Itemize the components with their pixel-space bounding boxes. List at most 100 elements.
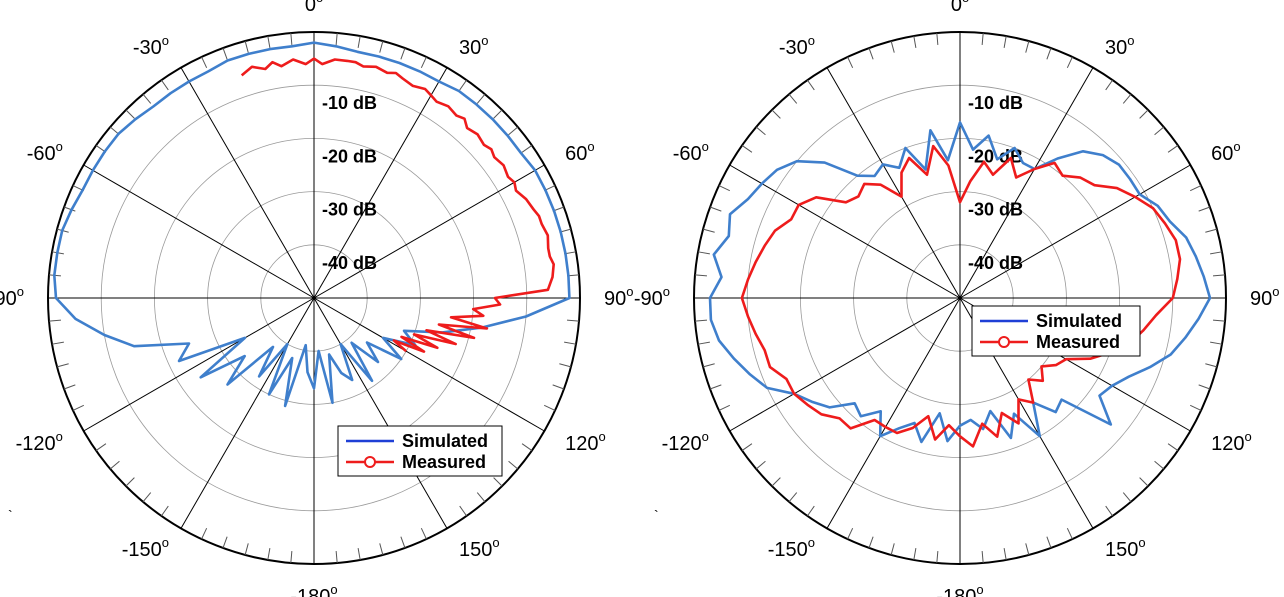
minor-tick	[1139, 477, 1149, 487]
minor-tick	[493, 109, 503, 119]
minor-tick	[807, 505, 815, 517]
minor-tick	[788, 93, 798, 104]
radial-tick-label: -10 dB	[968, 93, 1023, 113]
minor-tick	[1205, 228, 1218, 233]
angle-tick-label: -120o	[16, 429, 63, 455]
minor-tick	[244, 40, 249, 53]
degree-sign: o	[702, 139, 709, 154]
minor-tick	[335, 550, 338, 564]
minor-tick	[125, 477, 135, 487]
grid-spoke	[826, 297, 961, 529]
polar-chart-left: -10 dB -20 dB -30 dB -40 dB 0o 30o 60o 90o 120o 1…	[0, 0, 633, 597]
minor-tick	[1189, 404, 1202, 411]
angle-tick-label: -90o	[0, 284, 24, 310]
radial-tick-label: -40 dB	[968, 253, 1023, 273]
minor-tick	[161, 79, 169, 91]
minor-tick	[222, 536, 228, 549]
grid-spoke	[83, 164, 315, 299]
minor-tick	[1046, 47, 1052, 60]
minor-tick	[1139, 109, 1149, 119]
minor-tick	[1122, 492, 1132, 503]
radial-tick-label: -30 dB	[322, 200, 377, 220]
minor-tick	[201, 527, 208, 540]
minor-tick	[741, 443, 753, 451]
degree-sign: o	[626, 284, 633, 299]
minor-tick	[771, 109, 781, 119]
minor-tick	[493, 477, 503, 487]
angle-tick-label: 60o	[1211, 139, 1240, 165]
minor-tick	[1167, 145, 1179, 153]
angle-tick-label: -150o	[122, 535, 169, 561]
minor-tick	[125, 109, 135, 119]
angle-tick-label: -150o	[768, 535, 815, 561]
minor-tick	[48, 319, 62, 322]
grid-spoke	[313, 67, 448, 299]
grid-spoke	[959, 67, 1094, 299]
minor-tick	[109, 460, 120, 470]
degree-sign: o	[162, 33, 169, 48]
minor-tick	[51, 341, 64, 345]
degree-sign: o	[599, 429, 606, 444]
minor-tick	[1210, 251, 1223, 255]
minor-tick	[63, 206, 76, 212]
minor-tick	[868, 47, 874, 60]
angle-tick-label: -30o	[133, 33, 169, 59]
minor-tick	[564, 341, 577, 345]
minor-tick	[936, 550, 939, 564]
minor-tick	[420, 56, 427, 69]
minor-tick	[267, 548, 271, 561]
angle-tick-label: -180o	[936, 582, 983, 597]
angle-tick-label: -120o	[662, 429, 709, 455]
minor-tick	[702, 228, 715, 233]
legend-box	[337, 425, 503, 477]
degree-sign: o	[162, 535, 169, 550]
minor-tick	[807, 79, 815, 91]
degree-sign: o	[481, 33, 488, 48]
angle-tick-label: 60o	[565, 139, 594, 165]
minor-tick	[1198, 206, 1211, 212]
angle-tick-label: 30o	[1105, 33, 1134, 59]
series-line-simulated	[708, 121, 1212, 444]
minor-tick	[459, 79, 467, 91]
degree-sign: o	[702, 429, 709, 444]
minor-tick	[290, 32, 293, 46]
minor-tick	[1105, 79, 1113, 91]
stray-mark-left: `	[8, 507, 13, 523]
minor-tick	[400, 47, 406, 60]
minor-tick	[694, 319, 708, 322]
minor-tick	[1122, 93, 1132, 104]
radial-tick-label: -30 dB	[968, 200, 1023, 220]
polar-frame	[47, 31, 581, 565]
minor-tick	[741, 145, 753, 153]
minor-tick	[1003, 548, 1007, 561]
legend-label: Measured	[1036, 332, 1120, 352]
minor-tick	[1198, 384, 1211, 390]
minor-tick	[1046, 536, 1052, 549]
grid-spoke	[313, 297, 448, 529]
minor-tick	[559, 363, 572, 368]
polar-grid	[47, 31, 581, 565]
grid-spoke	[729, 297, 961, 432]
degree-sign: o	[330, 582, 337, 597]
minor-tick	[1025, 543, 1030, 556]
degree-sign: o	[316, 0, 323, 5]
grid-spoke	[729, 164, 961, 299]
minor-tick	[913, 35, 917, 48]
degree-sign: o	[976, 582, 983, 597]
polar-grid	[693, 31, 1227, 565]
grid-spoke	[959, 164, 1191, 299]
polar-chart-right: -10 dB-20 dB-30 dB-40 dB0o30o60o90o120o1…	[634, 0, 1280, 597]
minor-tick	[400, 536, 406, 549]
minor-tick	[847, 56, 854, 69]
minor-tick	[890, 40, 895, 53]
radial-tick-label: -10 dB	[322, 93, 377, 113]
minor-tick	[290, 550, 293, 564]
minor-tick	[868, 536, 874, 549]
minor-tick	[694, 274, 708, 277]
minor-tick	[981, 550, 984, 564]
minor-tick	[1210, 341, 1223, 345]
minor-tick	[936, 32, 939, 46]
minor-tick	[161, 505, 169, 517]
legend-label: Simulated	[402, 431, 488, 451]
